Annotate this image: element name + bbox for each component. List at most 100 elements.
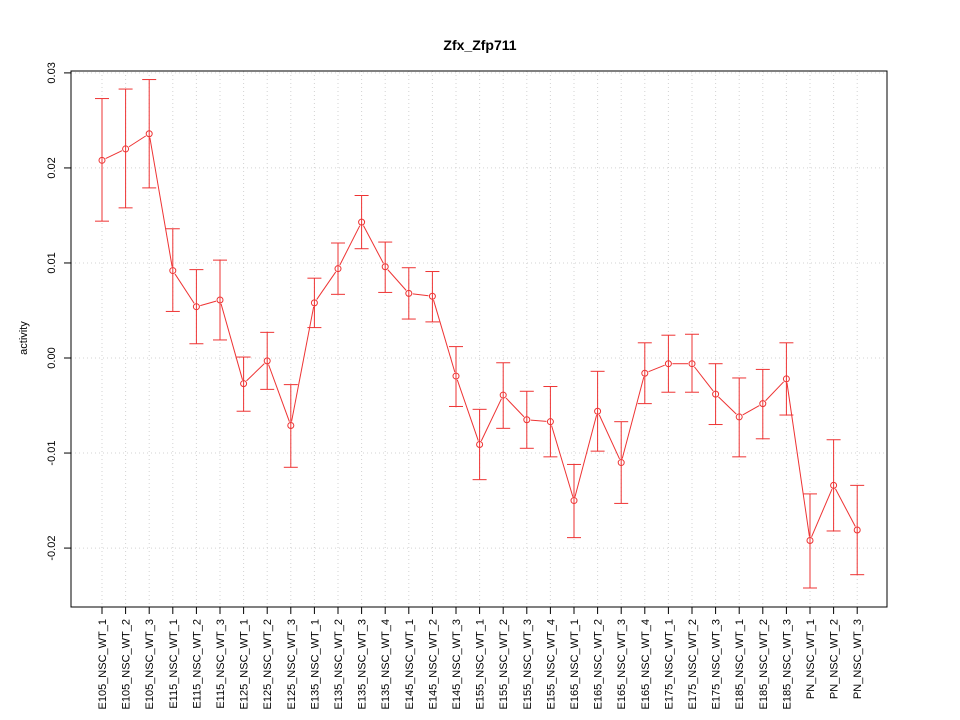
data-point [240,380,248,388]
error-bar [755,368,770,440]
x-tick-label: E105_NSC_WT_1 [97,619,109,710]
error-bar [331,242,345,295]
grid-layer [71,71,887,607]
error-bar [213,259,227,341]
series-line-segment [128,135,147,148]
series-line-segment [174,273,195,304]
x-tick-label: E125_NSC_WT_3 [286,619,298,710]
data-point [122,145,130,153]
data-point [759,400,767,408]
error-bar [354,194,369,250]
error-bar [449,346,463,407]
y-axis-label: activity [18,321,30,355]
error-bar [614,421,629,504]
series-line-segment [387,269,407,291]
error-bar [826,439,841,532]
x-tick-label: E145_NSC_WT_3 [451,619,463,710]
error-bar [142,79,157,189]
series-line-segment [456,379,479,441]
error-bar [165,228,180,312]
data-point [523,416,531,424]
data-point [358,218,366,226]
data-point [145,130,153,138]
error-bar [779,342,794,416]
x-tick-label: E105_NSC_WT_3 [144,619,156,710]
series-line-segment [105,150,123,160]
data-point [98,156,106,164]
x-tick-label: E155_NSC_WT_2 [498,619,510,710]
data-point [405,289,413,297]
x-tick-label: E185_NSC_WT_3 [781,619,793,710]
series-line-segment [811,488,833,537]
y-tick-label: -0.02 [46,536,58,561]
error-bar [732,377,747,458]
error-bar [543,386,558,458]
data-point [853,526,861,534]
x-tick-label: E135_NSC_WT_2 [333,619,345,710]
series-line-segment [551,425,574,497]
data-point [712,390,720,398]
data-point [263,357,271,365]
series-line-segment [835,488,856,527]
error-bar [803,493,817,589]
x-tick-label: E135_NSC_WT_1 [309,619,321,710]
series-line-segment [316,271,337,300]
data-point [310,299,318,307]
series-line-segment [412,293,429,297]
error-bar [661,334,676,393]
x-tick-label: E115_NSC_WT_1 [168,619,180,709]
y-tick-label: 0.03 [46,62,58,83]
data-point [664,360,672,368]
series-line-segment [694,366,714,392]
series-line-segment [765,381,784,402]
x-tick-label: E115_NSC_WT_2 [191,619,203,709]
data-point [735,413,743,421]
data-point [428,292,436,300]
x-tick-label: E135_NSC_WT_4 [380,619,392,710]
series-line-segment [648,364,665,373]
y-tick-label: 0.00 [46,347,58,368]
series-line-segment [363,225,384,264]
x-tick-label: E155_NSC_WT_4 [545,619,557,710]
data-point [641,369,649,377]
error-bar [567,463,581,539]
data-point [546,418,554,426]
data-point [334,265,342,273]
x-tick-label: E155_NSC_WT_1 [475,619,487,710]
series-line-segment [718,396,737,415]
data-point [216,296,224,304]
error-bar [307,277,322,329]
error-bar [425,271,440,323]
error-bar [496,362,511,429]
error-bar [685,333,699,393]
error-bar [378,241,393,293]
series-line-segment [480,398,502,442]
error-bar [189,269,204,345]
series-line-segment [220,303,243,380]
error-bar [637,342,652,405]
data-point [617,459,625,467]
series-line-segment [246,363,265,382]
x-tick-label: PN_NSC_WT_3 [852,619,864,699]
data-point [570,497,578,505]
data-point [169,267,177,275]
error-bar [519,390,534,449]
error-bar [95,98,109,222]
error-bar [472,408,487,481]
error-bar [283,384,298,468]
x-tick-label: E165_NSC_WT_4 [640,619,652,710]
x-tick-label: E175_NSC_WT_1 [663,619,675,710]
x-tick-label: E165_NSC_WT_2 [593,619,605,710]
series-line-segment [574,414,598,497]
x-tick-label: E105_NSC_WT_2 [121,619,133,710]
error-bar [708,363,723,426]
x-tick-label: E165_NSC_WT_3 [616,619,628,710]
data-point [381,263,389,271]
error-bar [401,267,416,320]
error-bar [260,331,275,390]
series-line-segment [598,414,620,460]
x-tick-label: E145_NSC_WT_1 [404,619,416,710]
data-point [287,421,295,429]
series-line-segment [433,299,456,373]
y-axis: -0.02 -0.01 0.00 0.01 0.02 0.03 [46,62,71,561]
